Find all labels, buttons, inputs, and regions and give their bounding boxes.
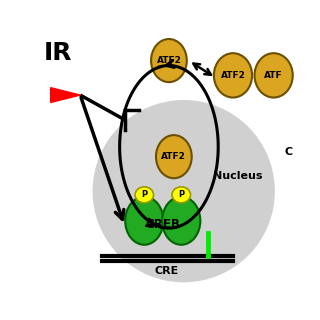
Text: ATF2: ATF2: [161, 152, 186, 161]
Ellipse shape: [254, 53, 293, 98]
Ellipse shape: [92, 100, 275, 282]
Text: Nucleus: Nucleus: [213, 172, 263, 181]
Text: CREB: CREB: [145, 218, 180, 231]
Ellipse shape: [214, 53, 252, 98]
Ellipse shape: [151, 39, 187, 82]
Ellipse shape: [172, 187, 190, 203]
Text: ATF: ATF: [264, 71, 283, 80]
Polygon shape: [51, 88, 80, 102]
Text: P: P: [141, 190, 147, 199]
Ellipse shape: [162, 197, 200, 245]
Text: CRE: CRE: [154, 266, 179, 276]
Text: ATF2: ATF2: [220, 71, 245, 80]
Ellipse shape: [156, 135, 192, 178]
Text: ATF2: ATF2: [156, 56, 181, 65]
Text: C: C: [285, 147, 293, 157]
Text: IR: IR: [43, 41, 72, 65]
Text: P: P: [178, 190, 184, 199]
Ellipse shape: [135, 187, 154, 203]
Ellipse shape: [125, 197, 164, 245]
